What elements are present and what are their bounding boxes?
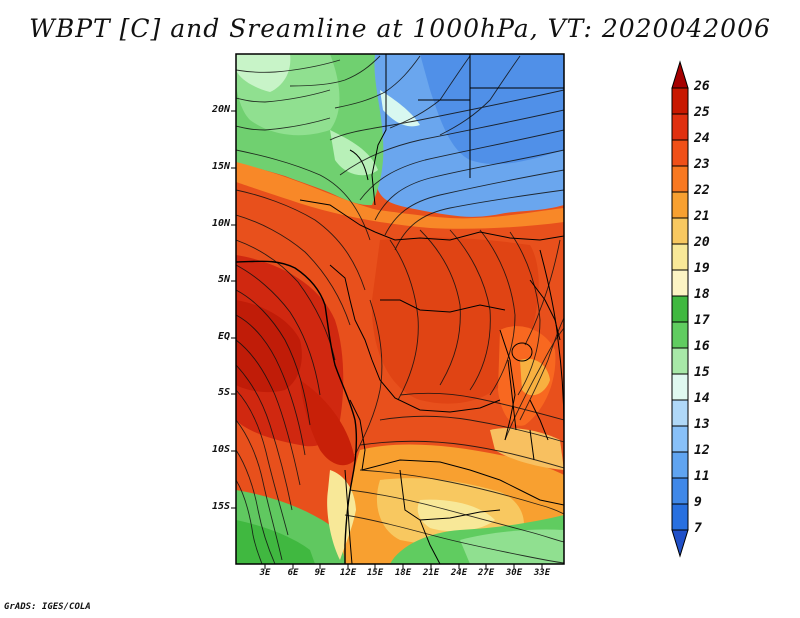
colorbar-swatch [671, 321, 689, 349]
lon-label: 33E [533, 568, 551, 578]
lat-label: 5N [217, 274, 230, 285]
lon-label: 18E [394, 568, 412, 578]
lon-label: 9E [314, 568, 326, 578]
lon-label: 6E [287, 568, 299, 578]
colorbar [671, 60, 689, 558]
lon-label: 12E [339, 568, 357, 578]
colorbar-label: 11 [694, 469, 710, 484]
colorbar-label: 25 [694, 105, 710, 120]
colorbar-top-arrow [671, 60, 689, 89]
colorbar-swatch [671, 477, 689, 505]
lon-label: 27E [477, 568, 495, 578]
colorbar-label: 14 [694, 391, 710, 406]
colorbar-swatch [671, 373, 689, 401]
lon-label: 3E [259, 568, 271, 578]
footer-credit: GrADS: IGES/COLA [4, 602, 91, 612]
lat-label: EQ [217, 331, 230, 342]
colorbar-swatch [671, 165, 689, 193]
colorbar-label: 20 [694, 235, 710, 250]
colorbar-label: 19 [694, 261, 710, 276]
colorbar-swatch [671, 139, 689, 167]
colorbar-label: 12 [694, 443, 710, 458]
colorbar-swatch [671, 87, 689, 115]
axis-ticks [231, 110, 543, 569]
colorbar-swatch [671, 399, 689, 427]
colorbar-bottom-arrow [671, 529, 689, 558]
streamlines [236, 55, 564, 564]
colorbar-label: 23 [694, 157, 710, 172]
lat-label: 10N [211, 218, 230, 229]
colorbar-label: 26 [694, 79, 710, 94]
colorbar-label: 24 [694, 131, 710, 146]
country-borders [236, 54, 564, 564]
colorbar-swatch [671, 503, 689, 531]
colorbar-swatch [671, 191, 689, 219]
colorbar-label: 22 [694, 183, 710, 198]
lat-label: 15N [211, 161, 230, 172]
colorbar-label: 16 [694, 339, 710, 354]
page-title: WBPT [C] and Sreamline at 1000hPa, VT: 2… [29, 14, 771, 43]
colorbar-label: 9 [694, 495, 702, 510]
colorbar-label: 13 [694, 417, 710, 432]
map-frame [235, 53, 565, 565]
lon-label: 30E [505, 568, 523, 578]
colorbar-label: 15 [694, 365, 710, 380]
colorbar-label: 7 [694, 521, 702, 536]
colorbar-swatch [671, 269, 689, 297]
wbpt-field [236, 54, 564, 564]
lat-label: 15S [211, 501, 230, 512]
lat-label: 10S [211, 444, 230, 455]
lon-label: 24E [450, 568, 468, 578]
colorbar-label: 17 [694, 313, 710, 328]
colorbar-label: 21 [694, 209, 710, 224]
lat-label: 5S [217, 387, 230, 398]
colorbar-swatch [671, 217, 689, 245]
colorbar-swatch [671, 113, 689, 141]
lon-label: 21E [422, 568, 440, 578]
colorbar-swatch [671, 295, 689, 323]
colorbar-swatch [671, 425, 689, 453]
lat-label: 20N [211, 104, 230, 115]
colorbar-swatch [671, 347, 689, 375]
colorbar-swatch [671, 243, 689, 271]
colorbar-label: 18 [694, 287, 710, 302]
colorbar-swatch [671, 451, 689, 479]
lon-label: 15E [366, 568, 384, 578]
